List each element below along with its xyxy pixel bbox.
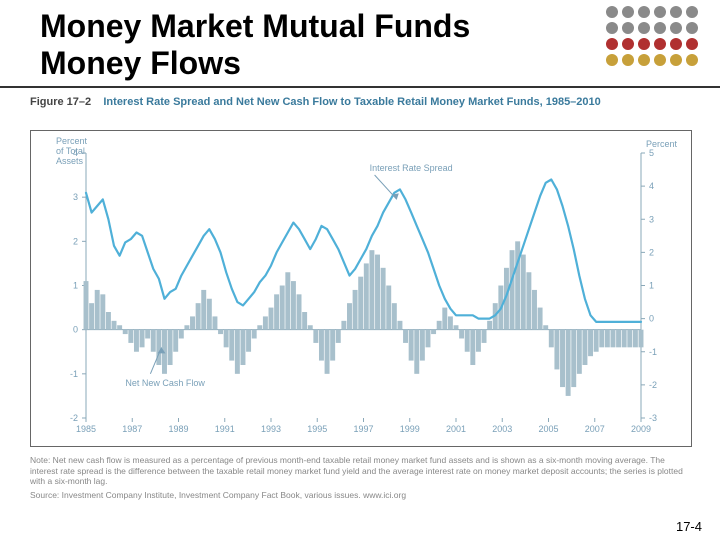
svg-text:3: 3 [73, 192, 78, 202]
svg-text:-1: -1 [70, 369, 78, 379]
svg-text:-3: -3 [649, 413, 657, 423]
decor-dot [638, 54, 650, 66]
decor-dot [638, 38, 650, 50]
svg-text:1995: 1995 [307, 424, 327, 434]
svg-text:2: 2 [73, 236, 78, 246]
decor-dot [606, 54, 618, 66]
decor-dot [638, 22, 650, 34]
svg-text:Net New Cash Flow: Net New Cash Flow [125, 378, 205, 388]
decor-dot [670, 22, 682, 34]
svg-text:1997: 1997 [353, 424, 373, 434]
source-text: Source: Investment Company Institute, In… [30, 490, 690, 501]
decor-dot [622, 38, 634, 50]
svg-text:1991: 1991 [215, 424, 235, 434]
note-block: Note: Net new cash flow is measured as a… [30, 455, 690, 501]
figure-number: Figure 17–2 [30, 96, 91, 108]
svg-text:of Total: of Total [56, 146, 85, 156]
title-rule [0, 86, 720, 88]
decor-dot [606, 6, 618, 18]
svg-text:2009: 2009 [631, 424, 651, 434]
svg-text:2: 2 [649, 247, 654, 257]
svg-text:5: 5 [649, 148, 654, 158]
decor-dot [686, 54, 698, 66]
decor-dot [670, 54, 682, 66]
decor-dot [654, 22, 666, 34]
decor-dot [606, 38, 618, 50]
svg-text:1989: 1989 [168, 424, 188, 434]
decor-dot [686, 6, 698, 18]
svg-text:1985: 1985 [76, 424, 96, 434]
svg-text:2001: 2001 [446, 424, 466, 434]
chart-svg: -2-101234-3-2-1012345Percentof TotalAsse… [31, 131, 691, 446]
svg-text:2005: 2005 [538, 424, 558, 434]
svg-text:2003: 2003 [492, 424, 512, 434]
decor-dot [686, 38, 698, 50]
decor-dot [670, 38, 682, 50]
svg-text:4: 4 [649, 181, 654, 191]
svg-text:0: 0 [649, 314, 654, 324]
svg-text:Percent: Percent [56, 136, 88, 146]
svg-text:1: 1 [73, 281, 78, 291]
decor-dot [622, 22, 634, 34]
decor-dot [622, 54, 634, 66]
decor-dot [654, 38, 666, 50]
dot-grid [606, 6, 700, 68]
decor-dot [654, 6, 666, 18]
svg-text:Assets: Assets [56, 156, 84, 166]
svg-text:-2: -2 [649, 380, 657, 390]
svg-text:1993: 1993 [261, 424, 281, 434]
svg-text:1999: 1999 [400, 424, 420, 434]
svg-text:1: 1 [649, 281, 654, 291]
svg-text:0: 0 [73, 325, 78, 335]
svg-text:2007: 2007 [585, 424, 605, 434]
decor-dot [686, 22, 698, 34]
chart-container: -2-101234-3-2-1012345Percentof TotalAsse… [30, 130, 692, 447]
decor-dot [654, 54, 666, 66]
note-text: Note: Net new cash flow is measured as a… [30, 455, 690, 487]
figure-title: Interest Rate Spread and Net New Cash Fl… [103, 96, 600, 108]
svg-text:Interest Rate Spread: Interest Rate Spread [370, 163, 453, 173]
svg-text:1987: 1987 [122, 424, 142, 434]
svg-text:3: 3 [649, 214, 654, 224]
decor-dot [606, 22, 618, 34]
figure-caption: Figure 17–2 Interest Rate Spread and Net… [30, 96, 601, 108]
svg-text:-1: -1 [649, 347, 657, 357]
decor-dot [622, 6, 634, 18]
decor-dot [670, 6, 682, 18]
svg-text:-2: -2 [70, 413, 78, 423]
page-number: 17-4 [676, 519, 702, 534]
page-title: Money Market Mutual Funds Money Flows [40, 8, 570, 82]
svg-text:Percent: Percent [646, 139, 678, 149]
decor-dot [638, 6, 650, 18]
